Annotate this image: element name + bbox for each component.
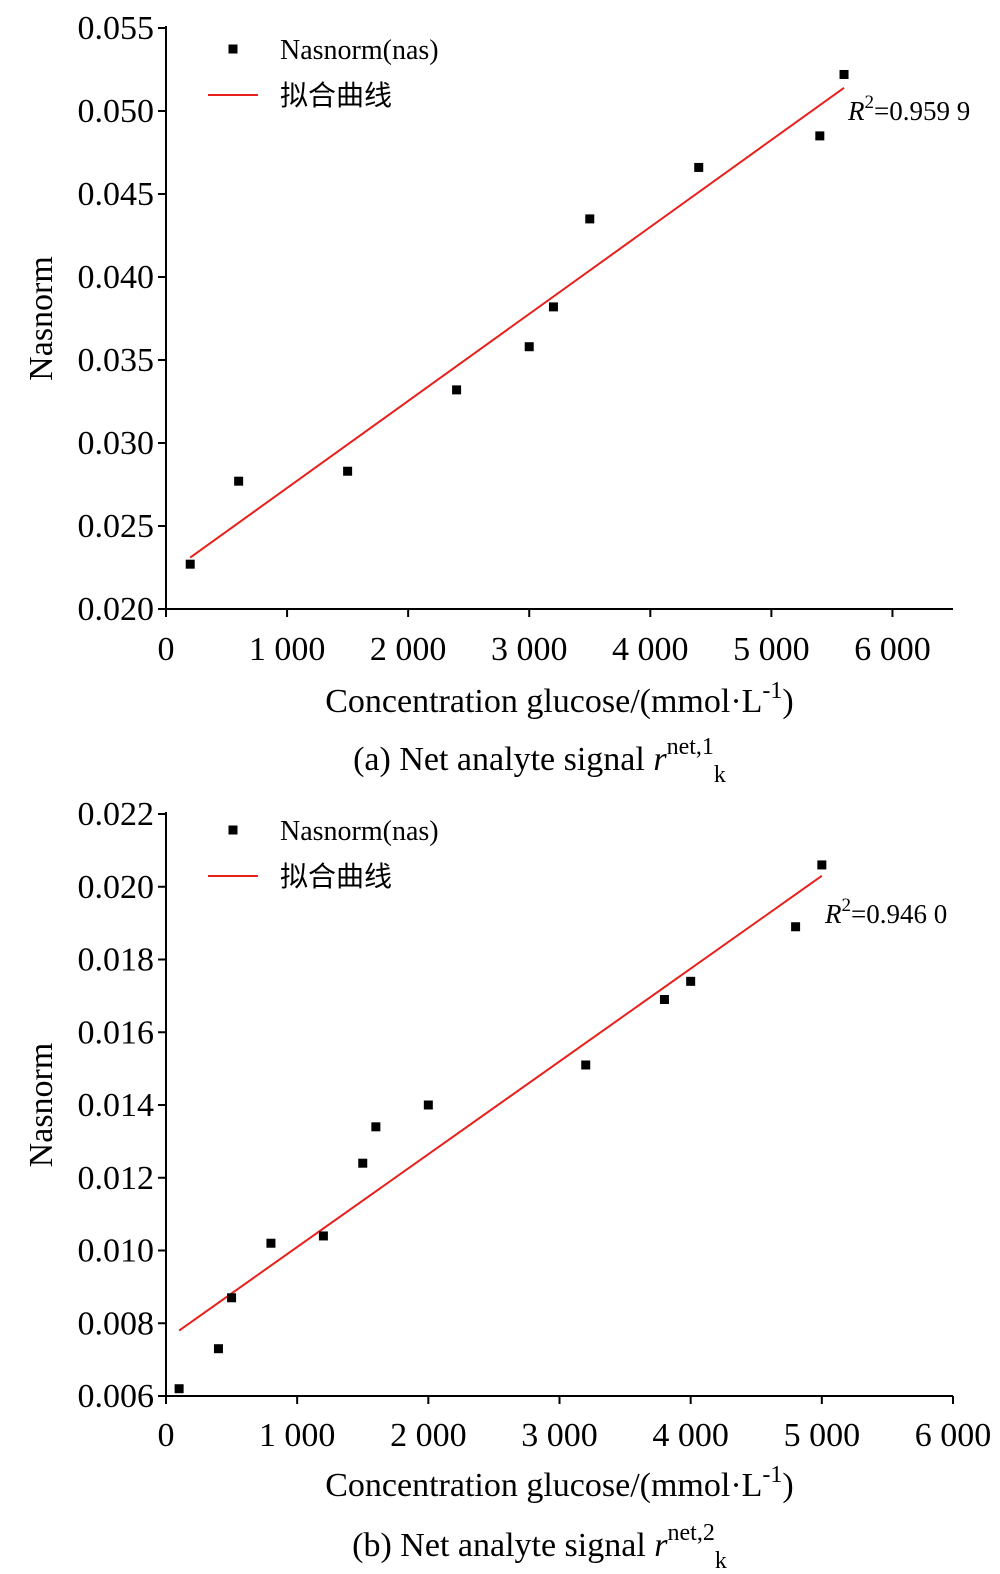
x-axis-title-sup: -1: [762, 1462, 782, 1488]
caption-sup: net,2: [668, 1520, 715, 1546]
x-axis-title-text: Concentration glucose/(mmol·L: [325, 1467, 762, 1504]
data-point: [185, 559, 195, 569]
y-tick-label: 0.008: [78, 1305, 155, 1342]
x-axis-title-end: ): [782, 1467, 793, 1504]
data-point: [318, 1231, 328, 1241]
data-point: [213, 1344, 223, 1354]
y-tick-label: 0.022: [78, 796, 155, 833]
x-tick-label: 6 000: [915, 1417, 992, 1454]
x-axis-title: Concentration glucose/(mmol·L-1): [325, 1462, 794, 1504]
x-tick-label: 1 000: [249, 631, 326, 668]
x-tick-label: 3 000: [491, 631, 568, 668]
x-tick-label: 4 000: [652, 1417, 729, 1454]
fit-line: [178, 875, 823, 1332]
caption-text: (a) Net analyte signal: [353, 741, 653, 778]
data-point: [815, 131, 825, 141]
data-point: [266, 1238, 276, 1248]
r-squared-value: =0.946 0: [851, 899, 947, 929]
y-tick-label: 0.010: [78, 1233, 155, 1270]
chart-a: 0.020 0.025 0.030 0.035 0.040 0.045 0.050 0.055…: [23, 10, 970, 788]
legend: Nasnorm(nas) 拟合曲线: [208, 816, 439, 893]
x-tick-label: 5 000: [784, 1417, 861, 1454]
data-point: [234, 476, 244, 486]
chart-caption: (b) Net analyte signal rnet,2k: [352, 1520, 727, 1574]
caption-variable: r: [654, 1527, 668, 1564]
data-point: [227, 1293, 237, 1303]
data-point: [791, 922, 801, 932]
data-point: [839, 69, 849, 79]
legend-marker-points: [228, 44, 238, 54]
legend-label-points: Nasnorm(nas): [280, 35, 439, 66]
r-squared-annotation: R2=0.959 9: [847, 92, 970, 126]
data-point: [371, 1122, 381, 1132]
chart-caption: (a) Net analyte signal rnet,1k: [353, 734, 726, 788]
caption-sup: net,1: [667, 734, 714, 760]
y-tick-label: 0.020: [78, 591, 155, 628]
r-squared-symbol: R: [847, 96, 865, 126]
legend-marker-points: [228, 825, 238, 835]
x-axis-title: Concentration glucose/(mmol·L-1): [325, 678, 794, 720]
caption-sub: k: [714, 762, 726, 788]
data-point: [585, 214, 595, 224]
legend-label-points: Nasnorm(nas): [280, 816, 439, 847]
fit-line: [189, 86, 845, 559]
data-point: [524, 342, 534, 352]
x-tick-label: 0: [158, 1417, 175, 1454]
x-tick-label: 5 000: [733, 631, 810, 668]
r-squared-sup: 2: [842, 895, 852, 916]
y-tick-label: 0.014: [78, 1087, 155, 1124]
data-point: [581, 1060, 591, 1070]
y-tick-label: 0.050: [78, 93, 155, 130]
y-tick-label: 0.045: [78, 176, 155, 213]
data-point: [343, 466, 353, 476]
data-point: [694, 162, 704, 172]
x-tick-label: 6 000: [854, 631, 931, 668]
data-point: [686, 976, 696, 986]
x-tick-label: 0: [158, 631, 175, 668]
y-axis-title: Nasnorm: [23, 256, 60, 381]
y-tick-label: 0.006: [78, 1378, 155, 1415]
x-axis-title-sup: -1: [762, 678, 782, 704]
data-point: [548, 302, 558, 312]
x-tick-label: 2 000: [370, 631, 447, 668]
y-tick-label: 0.035: [78, 342, 155, 379]
y-tick-label: 0.016: [78, 1014, 155, 1051]
caption-variable: r: [653, 741, 667, 778]
y-tick-label: 0.025: [78, 508, 155, 545]
y-axis-title: Nasnorm: [23, 1043, 60, 1168]
x-tick-label: 4 000: [612, 631, 689, 668]
x-tick-label: 2 000: [390, 1417, 467, 1454]
y-tick-label: 0.020: [78, 869, 155, 906]
y-tick-label: 0.040: [78, 259, 155, 296]
y-tick-label: 0.018: [78, 942, 155, 979]
legend-label-fit: 拟合曲线: [280, 861, 392, 893]
data-point: [452, 385, 462, 395]
data-point: [358, 1158, 368, 1168]
y-tick-label: 0.030: [78, 425, 155, 462]
legend-label-fit: 拟合曲线: [280, 80, 392, 112]
r-squared-value: =0.959 9: [874, 96, 970, 126]
x-axis-title-end: ): [782, 683, 793, 720]
data-point: [817, 860, 827, 870]
data-point: [423, 1100, 433, 1110]
x-tick-label: 3 000: [521, 1417, 598, 1454]
y-tick-label: 0.012: [78, 1160, 155, 1197]
data-point: [659, 995, 669, 1005]
r-squared-sup: 2: [865, 92, 875, 113]
caption-text: (b) Net analyte signal: [352, 1527, 654, 1564]
caption-sub: k: [715, 1548, 727, 1574]
data-point: [174, 1384, 184, 1394]
x-tick-label: 1 000: [259, 1417, 336, 1454]
chart-b: 0.006 0.008 0.010 0.012 0.014 0.016 0.018 0.020…: [23, 796, 991, 1574]
x-axis-title-text: Concentration glucose/(mmol·L: [325, 683, 762, 720]
legend: Nasnorm(nas) 拟合曲线: [208, 35, 439, 112]
y-tick-label: 0.055: [78, 10, 155, 47]
r-squared-symbol: R: [824, 899, 842, 929]
r-squared-annotation: R2=0.946 0: [824, 895, 947, 929]
